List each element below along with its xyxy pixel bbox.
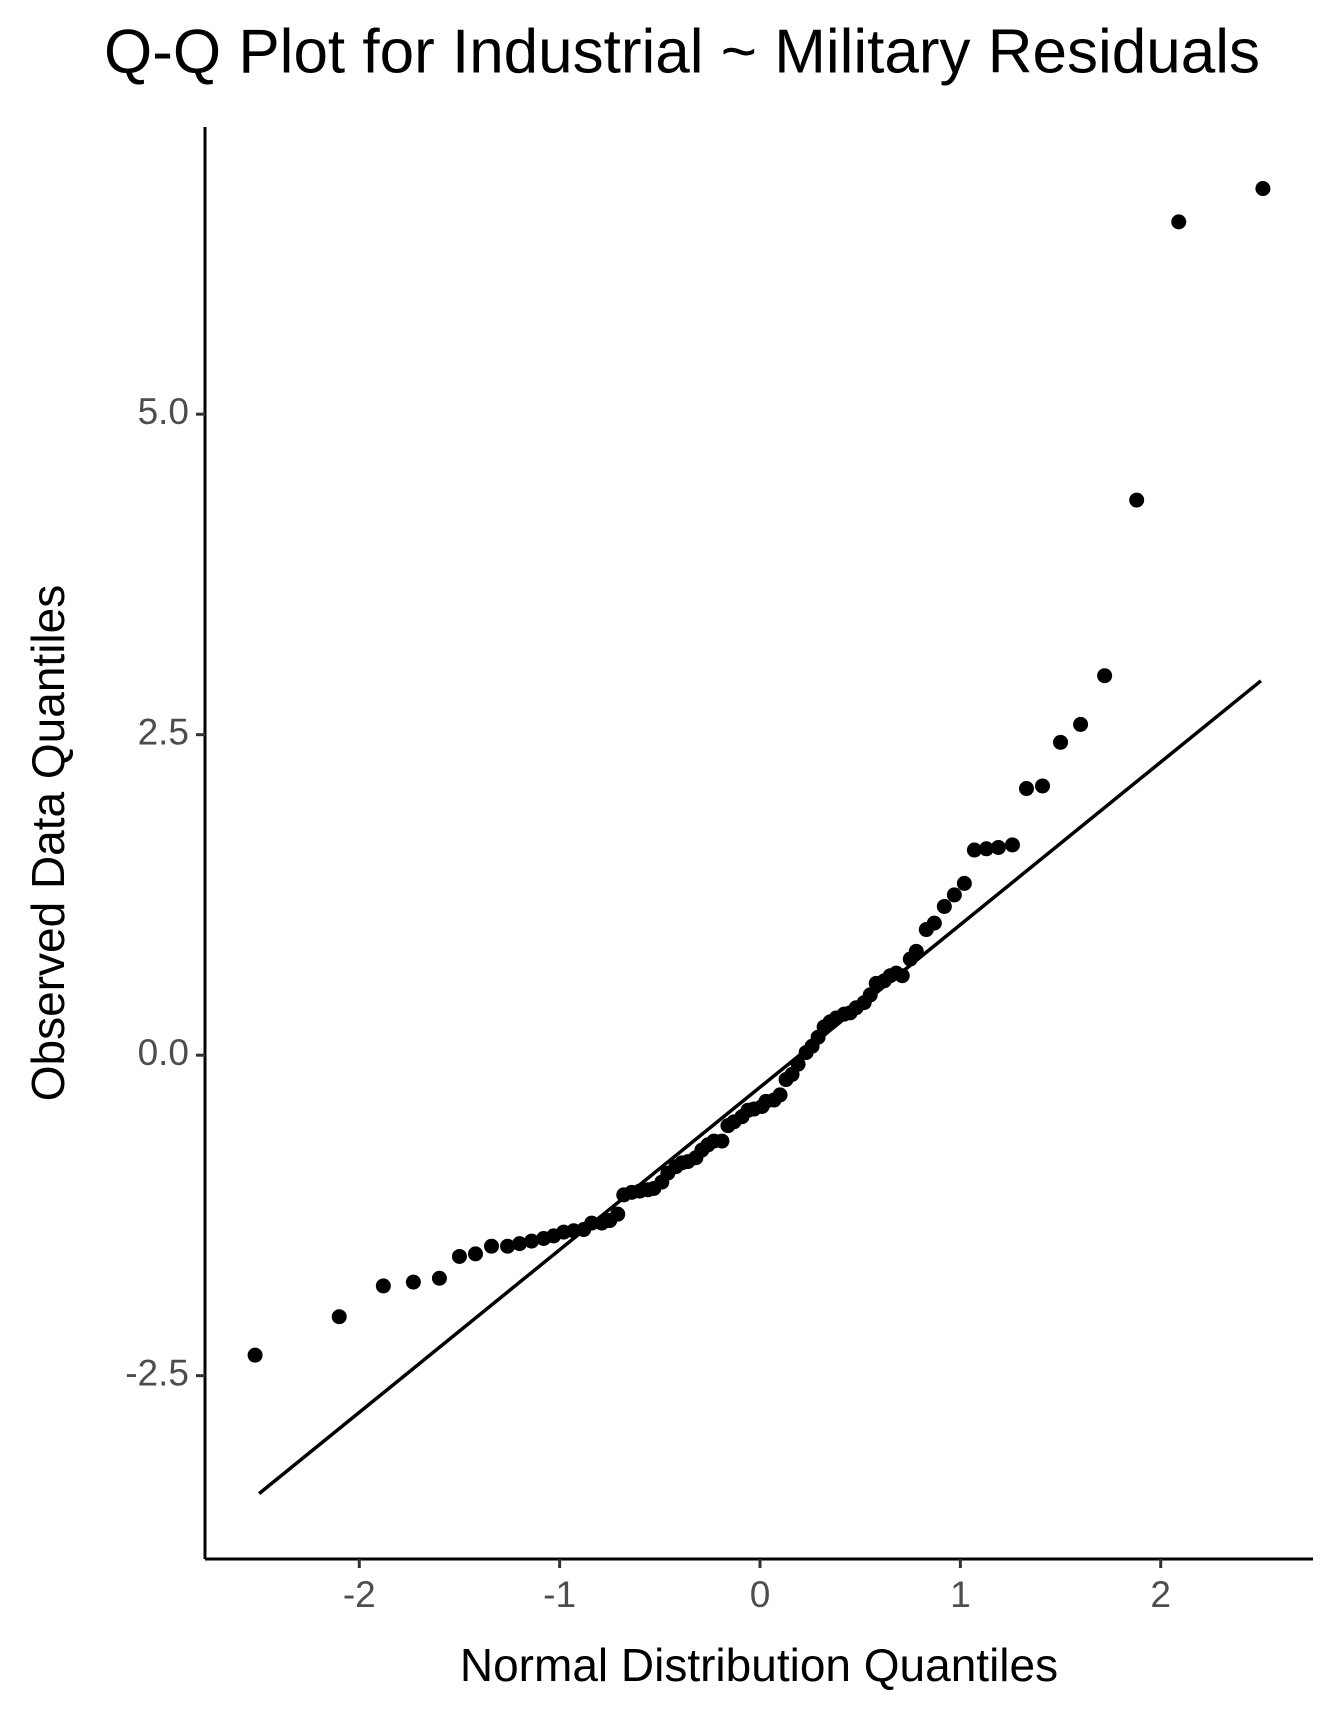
x-axis-label: Normal Distribution Quantiles bbox=[460, 1639, 1058, 1691]
point bbox=[512, 1236, 528, 1252]
y-tick-label: -2.5 bbox=[125, 1352, 189, 1393]
point bbox=[1171, 214, 1187, 230]
point bbox=[1004, 837, 1020, 853]
reference-line bbox=[257, 679, 1263, 1495]
point bbox=[451, 1248, 467, 1264]
point bbox=[1097, 668, 1113, 684]
point bbox=[1129, 492, 1145, 508]
y-tick-label: 5.0 bbox=[138, 391, 189, 432]
point bbox=[1073, 716, 1089, 732]
y-tick-label: 0.0 bbox=[138, 1032, 189, 1073]
point bbox=[862, 987, 878, 1003]
point bbox=[1255, 181, 1271, 197]
point bbox=[894, 968, 910, 984]
y-tick-label: 2.5 bbox=[138, 711, 189, 752]
point bbox=[966, 842, 982, 858]
x-tick-label: 0 bbox=[750, 1574, 771, 1615]
point bbox=[467, 1246, 483, 1262]
point bbox=[936, 898, 952, 914]
x-tick-label: 1 bbox=[950, 1574, 971, 1615]
point bbox=[500, 1238, 516, 1254]
y-axis-label: Observed Data Quantiles bbox=[22, 585, 74, 1102]
x-tick-label: 2 bbox=[1150, 1574, 1171, 1615]
point bbox=[1053, 734, 1069, 750]
point bbox=[1018, 781, 1034, 797]
point bbox=[524, 1233, 540, 1249]
point bbox=[990, 839, 1006, 855]
point bbox=[331, 1309, 347, 1325]
point bbox=[610, 1206, 626, 1222]
point bbox=[926, 915, 942, 931]
point bbox=[772, 1087, 788, 1103]
chart-title: Q-Q Plot for Industrial ~ Military Resid… bbox=[104, 17, 1260, 86]
point bbox=[1035, 778, 1051, 794]
point bbox=[908, 943, 924, 959]
x-tick-label: -1 bbox=[543, 1574, 576, 1615]
point bbox=[431, 1270, 447, 1286]
point bbox=[978, 841, 994, 857]
point bbox=[946, 887, 962, 903]
point bbox=[956, 875, 972, 891]
point bbox=[790, 1056, 806, 1072]
point bbox=[405, 1274, 421, 1290]
point bbox=[484, 1238, 500, 1254]
point bbox=[714, 1133, 730, 1149]
point bbox=[375, 1278, 391, 1294]
x-tick-label: -2 bbox=[343, 1574, 376, 1615]
point bbox=[247, 1347, 263, 1363]
